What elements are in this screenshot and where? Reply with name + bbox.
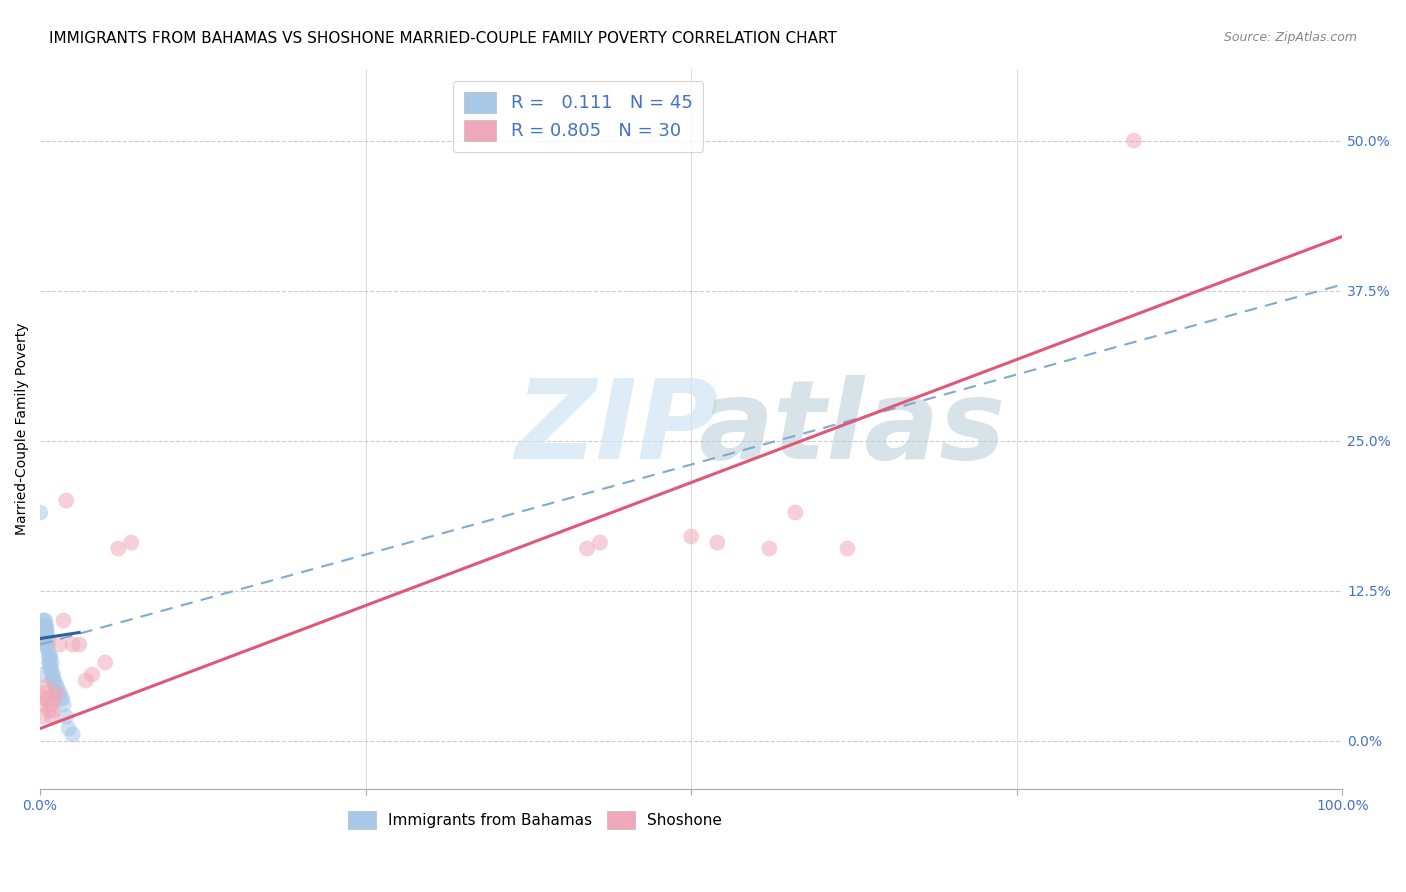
Point	[32, 614, 55, 628]
Point	[30, 698, 52, 712]
Point	[35, 625, 58, 640]
Legend: Immigrants from Bahamas, Shoshone: Immigrants from Bahamas, Shoshone	[342, 805, 728, 835]
Point	[41, 667, 63, 681]
Point	[49, 691, 72, 706]
Point	[62, 727, 84, 741]
Point	[706, 535, 728, 549]
Point	[107, 541, 129, 556]
Point	[32, 691, 55, 706]
Point	[55, 709, 77, 723]
Point	[94, 656, 117, 670]
Point	[67, 638, 90, 652]
Point	[32, 625, 55, 640]
Point	[52, 614, 75, 628]
Point	[38, 649, 60, 664]
Point	[34, 625, 56, 640]
Text: ZIP: ZIP	[516, 375, 718, 482]
Point	[35, 638, 58, 652]
Point	[38, 649, 60, 664]
Point	[38, 656, 60, 670]
Text: IMMIGRANTS FROM BAHAMAS VS SHOSHONE MARRIED-COUPLE FAMILY POVERTY CORRELATION CH: IMMIGRANTS FROM BAHAMAS VS SHOSHONE MARR…	[49, 31, 837, 46]
Point	[31, 709, 53, 723]
Point	[82, 667, 104, 681]
Point	[44, 673, 66, 688]
Point	[42, 667, 65, 681]
Point	[37, 643, 59, 657]
Point	[48, 685, 70, 699]
Point	[589, 535, 612, 549]
Point	[46, 680, 69, 694]
Point	[42, 704, 65, 718]
Point	[55, 493, 77, 508]
Point	[45, 680, 67, 694]
Text: Source: ZipAtlas.com: Source: ZipAtlas.com	[1223, 31, 1357, 45]
Point	[35, 680, 58, 694]
Point	[32, 632, 55, 646]
Point	[30, 614, 52, 628]
Y-axis label: Married-Couple Family Poverty: Married-Couple Family Poverty	[15, 322, 30, 535]
Point	[52, 698, 75, 712]
Point	[42, 673, 65, 688]
Point	[31, 638, 53, 652]
Text: atlas: atlas	[697, 375, 1005, 482]
Point	[41, 709, 63, 723]
Point	[75, 673, 97, 688]
Point	[34, 619, 56, 633]
Point	[38, 656, 60, 670]
Point	[44, 691, 66, 706]
Point	[39, 661, 62, 675]
Point	[38, 704, 60, 718]
Point	[785, 506, 807, 520]
Point	[39, 661, 62, 675]
Point	[35, 619, 58, 633]
Point	[37, 691, 59, 706]
Point	[42, 673, 65, 688]
Point	[31, 667, 53, 681]
Point	[120, 535, 142, 549]
Point	[37, 638, 59, 652]
Point	[32, 625, 55, 640]
Point	[46, 685, 69, 699]
Point	[576, 541, 599, 556]
Point	[41, 656, 63, 670]
Point	[34, 685, 56, 699]
Point	[37, 632, 59, 646]
Point	[837, 541, 859, 556]
Point	[39, 698, 62, 712]
Point	[30, 506, 52, 520]
Point	[1122, 134, 1144, 148]
Point	[35, 625, 58, 640]
Point	[34, 619, 56, 633]
Point	[62, 638, 84, 652]
Point	[34, 614, 56, 628]
Point	[58, 722, 80, 736]
Point	[39, 649, 62, 664]
Point	[31, 619, 53, 633]
Point	[45, 685, 67, 699]
Point	[35, 632, 58, 646]
Point	[51, 691, 73, 706]
Point	[48, 638, 70, 652]
Point	[758, 541, 780, 556]
Point	[30, 625, 52, 640]
Point	[681, 529, 703, 543]
